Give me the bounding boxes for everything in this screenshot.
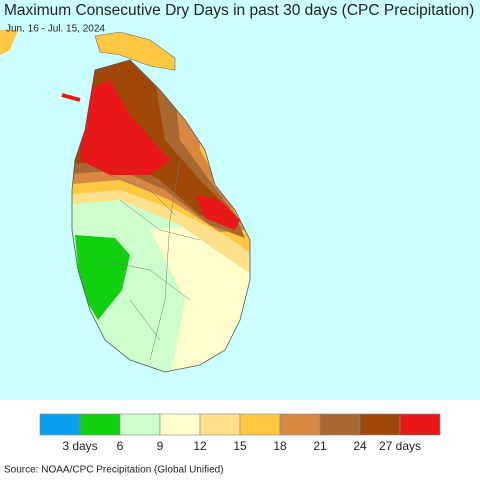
legend-swatch: [199, 413, 241, 436]
zone: [80, 80, 170, 175]
zone: [195, 195, 240, 230]
legend-swatch: [79, 413, 121, 436]
legend-swatch: [119, 413, 161, 436]
title: Maximum Consecutive Dry Days in past 30 …: [4, 2, 474, 19]
legend-label: 3 days: [62, 439, 97, 453]
legend-swatch: [399, 413, 441, 436]
legend-label: 21: [313, 439, 327, 453]
legend-swatch: [239, 413, 281, 436]
subtitle: Jun. 16 - Jul. 15, 2024: [6, 24, 105, 35]
coastline: [71, 59, 251, 373]
legend-label: 18: [273, 439, 287, 453]
legend-swatch: [159, 413, 201, 436]
legend-swatch: [359, 413, 401, 436]
mainland-coast: [94, 31, 176, 71]
legend-swatch: [319, 413, 361, 436]
legend-label: 9: [157, 439, 164, 453]
legend-label: 15: [233, 439, 247, 453]
legend-label: 6: [117, 439, 124, 453]
legend-label: 27 days: [379, 439, 421, 453]
zone: [75, 235, 130, 320]
legend-label: 12: [193, 439, 207, 453]
legend-swatch: [279, 413, 321, 436]
island-islet: [61, 93, 81, 102]
legend-swatch: [39, 413, 81, 436]
legend-label: 24: [353, 439, 367, 453]
district-borders: [99, 159, 201, 361]
mainland: [0, 30, 18, 55]
legend: 3 days 6 9 12 15 18 21 24 27 days: [39, 413, 441, 453]
source: Source: NOAA/CPC Precipitation (Global U…: [4, 465, 224, 476]
footer-bg: [0, 400, 480, 480]
